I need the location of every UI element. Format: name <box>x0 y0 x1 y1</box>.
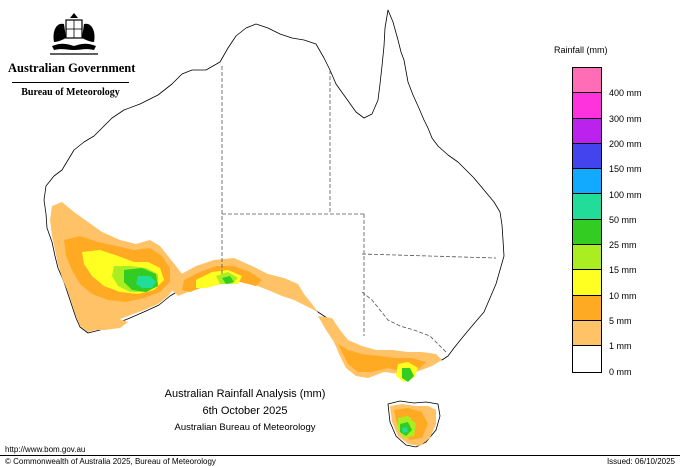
rain-25mm-victoria <box>402 368 414 382</box>
legend-swatch <box>573 346 601 372</box>
bom-website-link[interactable]: http://www.bom.gov.au <box>5 445 86 454</box>
legend-label: 1 mm <box>609 341 632 352</box>
rain-25mm-sa <box>222 276 234 284</box>
legend-swatch <box>573 270 601 296</box>
legend-label: 25 mm <box>609 240 637 251</box>
bureau-name: Bureau of Meteorology <box>21 87 120 98</box>
rain-50mm-tasmania <box>402 427 408 433</box>
legend-label: 150 mm <box>609 164 642 175</box>
legend-label: 300 mm <box>609 113 642 124</box>
legend-swatch <box>573 295 601 321</box>
legend-label: 15 mm <box>609 265 637 276</box>
government-logo: Australian Government Bureau of Meteorol… <box>8 10 136 98</box>
logo-divider <box>12 82 129 83</box>
legend-label: 10 mm <box>609 290 637 301</box>
coat-of-arms-icon <box>50 13 98 55</box>
legend-swatch <box>573 245 601 271</box>
footer-divider <box>0 455 680 456</box>
legend-swatch <box>573 169 601 195</box>
rain-50mm-southwest <box>136 276 156 288</box>
legend-label: 100 mm <box>609 189 642 200</box>
legend-swatch <box>573 194 601 220</box>
government-name: Australian Government <box>8 61 136 75</box>
legend-swatch <box>573 219 601 246</box>
legend-label: 200 mm <box>609 138 642 149</box>
legend-swatch <box>573 68 601 94</box>
legend-label: 0 mm <box>609 366 632 377</box>
map-title: Australian Rainfall Analysis (mm) <box>164 388 326 400</box>
legend-swatch <box>573 93 601 119</box>
legend-swatch <box>573 320 601 347</box>
legend-label: 5 mm <box>609 316 632 326</box>
rain-1mm-southcoast <box>84 316 128 330</box>
legend-swatch <box>573 118 601 144</box>
map-date: 6th October 2025 <box>202 405 288 417</box>
state-borders <box>221 66 497 353</box>
legend-label: 400 mm <box>609 88 642 99</box>
legend-title: Rainfall (mm) <box>554 45 608 55</box>
legend-swatch <box>573 143 601 170</box>
legend-label: 50 mm <box>609 214 637 225</box>
map-organisation: Australian Bureau of Meteorology <box>174 422 316 433</box>
issued-date: Issued: 06/10/2025 <box>606 457 675 466</box>
legend-colorbar <box>572 67 602 373</box>
copyright-notice: © Commonwealth of Australia 2025, Bureau… <box>5 457 216 466</box>
